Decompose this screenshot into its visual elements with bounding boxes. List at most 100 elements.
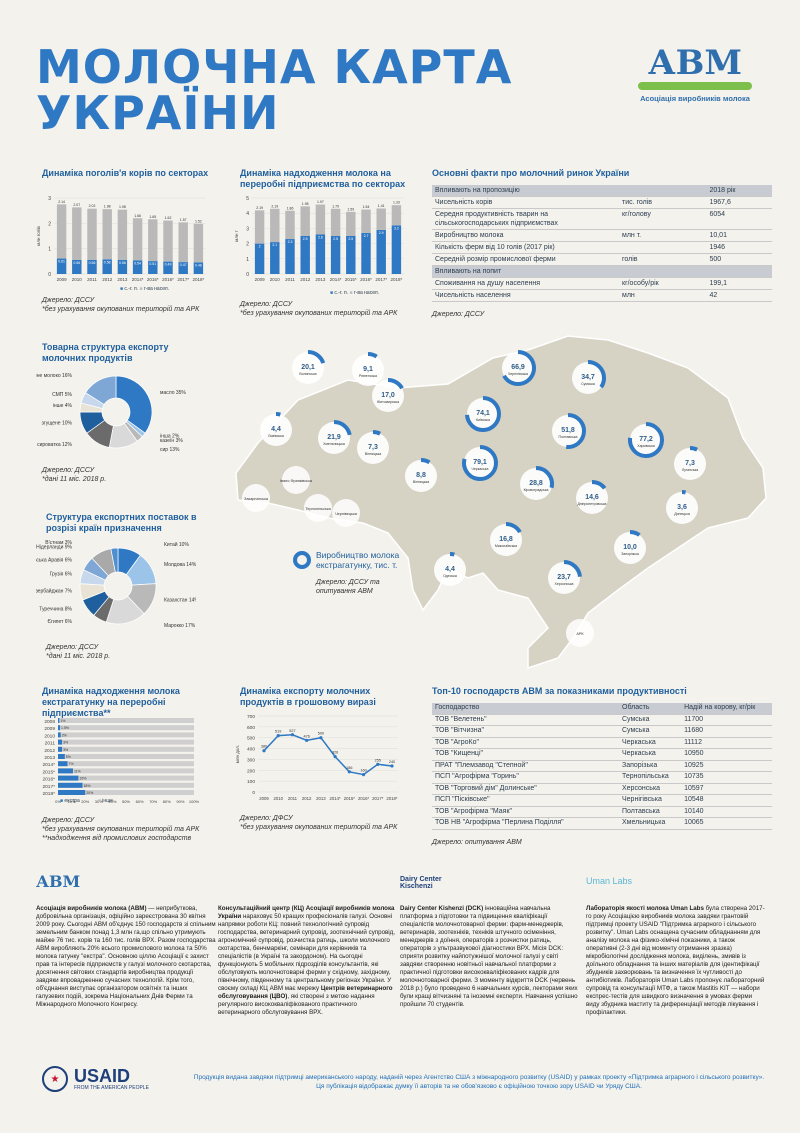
data-label: 1% [60, 719, 65, 723]
facts-row: Середній розмір промислової ферми голів 50… [432, 253, 772, 266]
cows-chart: 0 1 2 3 млн голів 2.14 0.61 2009 2.07 0.56 2010 2.0… [36, 196, 206, 282]
region-name: Львівська [268, 434, 284, 438]
map-legend: Виробництво молока екстрагатунку, тис. т… [292, 550, 426, 570]
region-badge [292, 352, 324, 384]
footer-uman-head: Лабораторія якості молока Uman Labs [586, 905, 704, 912]
cows-chart-title: Динаміка поголів'я корів по секторах [42, 168, 209, 178]
countries-section: Структура експортних поставок в розрізі … [46, 512, 226, 534]
bar-segment [285, 239, 295, 274]
region-badge [332, 499, 360, 527]
data-label: 326 [332, 751, 338, 755]
source-text: Джерело: ДССУ [240, 301, 293, 308]
top10-row-cell: 10925 [681, 760, 772, 772]
y-axis-label: млн голів [36, 226, 41, 246]
footer-dck-text: інноваційна навчальна платформа з підгот… [400, 905, 578, 1008]
region-name: Закарпатська [244, 497, 269, 501]
facts-row-cell: Чисельність корів [432, 196, 619, 209]
top10-row-cell: Запорізька [619, 760, 682, 772]
region-badge [666, 492, 698, 524]
top10-header-yield: Надій на корову, кг/рік [681, 703, 772, 715]
data-label: 1.97 [317, 200, 324, 204]
bar-segment [148, 219, 158, 262]
y-tick-label: 2008 [44, 719, 55, 725]
data-label: 2.1 [272, 243, 277, 247]
export-structure-chart: масло 35% інша 2%казеїн 3% сир 13% сироватк… [36, 373, 186, 453]
bar-segment [148, 261, 158, 274]
bar-segment [72, 259, 82, 274]
source-text: Джерело: ДССУ [46, 644, 99, 651]
x-tick-label: 2009 [57, 277, 68, 282]
data-point [390, 764, 394, 768]
data-label: 0.61 [58, 260, 65, 264]
export-money-chart: 0 100 200 300 400 500 600 700 млн дол. 380 2009 519… [235, 714, 398, 801]
x-tick-label: 2017* [372, 796, 384, 801]
facts-section: Основні факти про молочний ринок України… [432, 168, 772, 319]
y-tick-label: 400 [247, 747, 255, 753]
top10-row: ТОВ НВ "Агрофірма "Перлина Поділля" Хмель… [432, 817, 772, 830]
y-tick-label: 5 [246, 196, 249, 202]
region-ring [629, 530, 641, 537]
top10-header-farm: Господарство [432, 703, 619, 715]
bottom-note-line1: Продукція видана завдяки підтримці амери… [193, 1074, 765, 1081]
bar-segment [58, 790, 86, 795]
region-value: 8,8 [416, 472, 426, 479]
region-value: 51,8 [561, 427, 575, 434]
export-structure-section: Товарна структура експорту молочних прод… [42, 342, 202, 364]
region-badge [520, 468, 552, 500]
region-value: 3,6 [677, 504, 687, 511]
region-ring [591, 480, 607, 490]
region-name: Чернівецька [335, 512, 358, 516]
slice-label: Грузія 6% [50, 572, 73, 578]
top10-row-cell: 10950 [681, 748, 772, 761]
region-ring [535, 466, 554, 489]
top10-row-cell: Черкаська [619, 748, 682, 761]
region-badge [282, 466, 310, 494]
bar-segment [178, 262, 188, 274]
region-name: Миколаївська [495, 544, 517, 548]
region-name: Кіровоградська [524, 488, 549, 492]
region-name: Одеська [443, 574, 457, 578]
region-badge [318, 422, 350, 454]
bar-segment [376, 229, 386, 274]
bar-segment [254, 210, 265, 244]
x-tick-label: 100% [189, 799, 200, 804]
pie-slice [115, 375, 153, 434]
bar-segment [178, 222, 188, 263]
y-tick-label: 2018* [42, 791, 55, 797]
bar-segment [330, 236, 341, 274]
y-tick-label: 2015* [42, 769, 55, 775]
top10-row: ПРАТ "Племзавод "Степной" Запорізька 10925 [432, 760, 772, 772]
countries-title: Структура експортних поставок в розрізі … [46, 512, 197, 533]
legend-label: с.-г. п. [334, 290, 349, 296]
logo-mark: АВМ [647, 43, 743, 83]
x-tick-label: 0% [55, 799, 61, 804]
bar-segment [58, 768, 194, 774]
top10-row-cell: 10065 [681, 817, 772, 830]
note-text: **надходження від промислових господарст… [42, 835, 192, 842]
top10-section: Топ-10 господарств АВМ за показниками пр… [432, 686, 772, 847]
region-value: 10,0 [623, 544, 637, 551]
top10-table: Господарство Область Надій на корову, кг… [432, 703, 772, 830]
y-tick-label: 100 [247, 779, 255, 785]
data-label: 11% [74, 769, 81, 773]
usaid-seal-icon: ★ [42, 1066, 68, 1092]
usaid-sub: FROM THE AMERICAN PEOPLE [74, 1085, 149, 1091]
top10-row: ПСП "Агрофірма "Горинь" Тернопільська 1073… [432, 771, 772, 784]
bar-segment [315, 204, 326, 235]
region-value: 66,9 [511, 364, 525, 371]
bottom-note-line2: Ця публікація відображає думку її авторі… [316, 1083, 642, 1090]
map-legend-title: Виробництво молока екстрагатунку, тис. т… [316, 550, 400, 570]
region-badge [260, 414, 292, 446]
region-badge [552, 415, 584, 447]
bar-segment [132, 260, 143, 274]
facts-supply-rows: Чисельність корів тис. голів 1967,6 Середня… [432, 196, 772, 266]
region-badge [372, 380, 404, 412]
top10-row-cell: 11700 [681, 714, 772, 726]
data-label: 500 [318, 732, 324, 736]
y-tick-label: 2010 [44, 733, 55, 739]
facts-row-cell: 1946 [706, 241, 772, 254]
x-tick-label: 2009 [255, 277, 266, 282]
legend-label: інше [102, 798, 113, 804]
y-tick-label: 0 [48, 272, 51, 278]
facts-row-cell: 42 [706, 289, 772, 302]
